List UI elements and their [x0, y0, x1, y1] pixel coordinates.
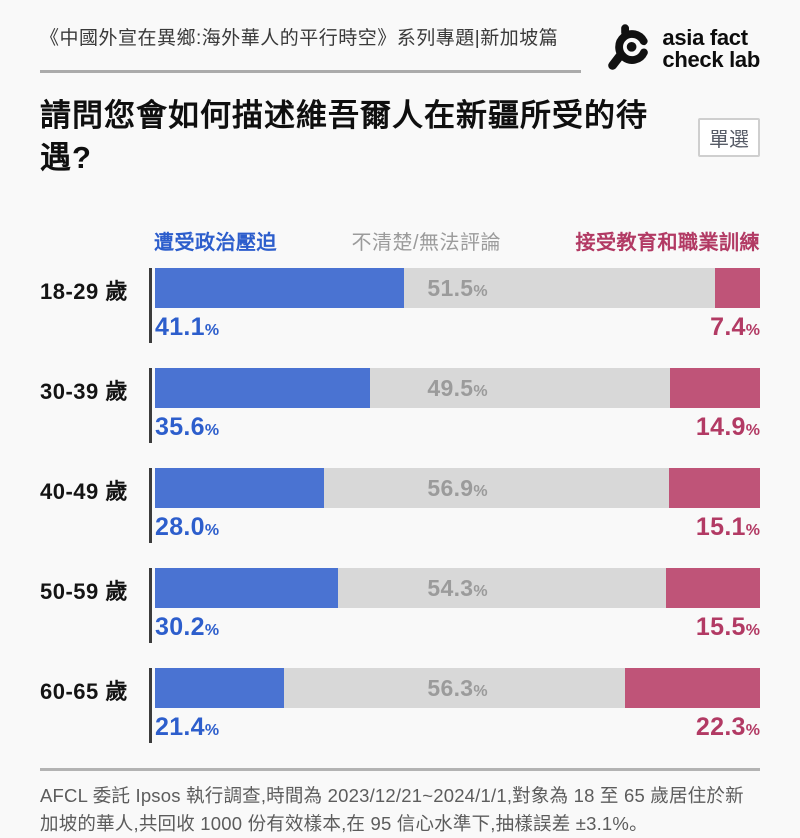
- brand-wordmark-line1: asia fact: [662, 24, 748, 50]
- header: 《中國外宣在異鄉:海外華人的平行時空》系列專題|新加坡篇 asia fact c…: [40, 23, 760, 75]
- education-segment: [625, 668, 760, 708]
- bar-values: 35.6% 14.9%: [155, 408, 760, 443]
- value-right: 15.5%: [695, 613, 760, 641]
- age-label: 18-29 歲: [40, 279, 128, 304]
- stacked-bar: 49.5%: [155, 368, 760, 408]
- oppression-segment: [155, 668, 285, 708]
- chart-row: 50-59 歲 54.3% 30.2% 15.5%: [40, 568, 760, 643]
- oppression-segment: [155, 568, 338, 608]
- brand-logo: asia fact check lab: [603, 23, 760, 75]
- oppression-segment: [155, 468, 325, 508]
- unclear-segment: [284, 668, 626, 708]
- question-row: 請問您會如何描述維吾爾人在新疆所受的待遇? 單選: [40, 95, 760, 179]
- bar-zone: 49.5% 35.6% 14.9%: [149, 368, 760, 443]
- value-right: 14.9%: [695, 413, 760, 441]
- legend-item-unclear: 不清楚/無法評論: [351, 232, 502, 254]
- bar-zone: 54.3% 30.2% 15.5%: [149, 568, 760, 643]
- chart-row: 30-39 歲 49.5% 35.6% 14.9%: [40, 368, 760, 443]
- age-label: 50-59 歲: [40, 579, 128, 604]
- value-left: 21.4%: [155, 713, 220, 741]
- brand-wordmark-line2: check lab: [662, 47, 760, 72]
- education-segment: [715, 268, 760, 308]
- header-divider: [40, 70, 582, 73]
- value-right: 7.4%: [710, 313, 760, 341]
- value-left: 30.2%: [155, 613, 220, 641]
- value-middle: 54.3%: [427, 575, 488, 601]
- stacked-bar: 56.3%: [155, 668, 760, 708]
- value-left: 28.0%: [155, 513, 220, 541]
- age-label: 30-39 歲: [40, 379, 128, 404]
- value-middle: 56.9%: [427, 475, 488, 501]
- value-middle: 51.5%: [427, 275, 488, 301]
- education-segment: [669, 368, 760, 408]
- series-title: 《中國外宣在異鄉:海外華人的平行時空》系列專題|新加坡篇: [40, 28, 559, 49]
- value-right: 22.3%: [695, 713, 760, 741]
- bar-zone: 56.9% 28.0% 15.1%: [149, 468, 760, 543]
- single-choice-badge: 單選: [698, 117, 760, 157]
- legend: 遭受政治壓迫 不清楚/無法評論 接受教育和職業訓練: [154, 231, 760, 255]
- value-left: 41.1%: [155, 313, 220, 341]
- age-label: 40-49 歲: [40, 479, 128, 504]
- bar-values: 28.0% 15.1%: [155, 508, 760, 543]
- age-label: 60-65 歲: [40, 679, 128, 704]
- footer-divider: [40, 768, 760, 771]
- unclear-segment: [324, 468, 669, 508]
- oppression-segment: [155, 368, 371, 408]
- value-middle: 49.5%: [427, 375, 488, 401]
- header-left: 《中國外宣在異鄉:海外華人的平行時空》系列專題|新加坡篇: [40, 26, 582, 73]
- unclear-segment: [403, 268, 716, 308]
- unclear-segment: [337, 568, 667, 608]
- bar-values: 41.1% 7.4%: [155, 308, 760, 343]
- stacked-bar: 54.3%: [155, 568, 760, 608]
- value-left: 35.6%: [155, 413, 220, 441]
- bar-zone: 56.3% 21.4% 22.3%: [149, 668, 760, 743]
- education-segment: [668, 468, 760, 508]
- bar-zone: 51.5% 41.1% 7.4%: [149, 268, 760, 343]
- legend-item-oppression: 遭受政治壓迫: [154, 232, 277, 254]
- source-note: AFCL 委託 Ipsos 執行調查,時間為 2023/12/21~2024/1…: [40, 785, 744, 834]
- bar-values: 21.4% 22.3%: [155, 708, 760, 743]
- unclear-segment: [370, 368, 670, 408]
- magnifier-logo-icon: [608, 24, 649, 70]
- chart-rows: 18-29 歲 51.5% 41.1% 7.4% 30-39 歲 49.5%: [40, 268, 760, 743]
- brand-wordmark: asia fact check lab: [662, 24, 760, 72]
- stacked-bar: 56.9%: [155, 468, 760, 508]
- bar-values: 30.2% 15.5%: [155, 608, 760, 643]
- value-middle: 56.3%: [427, 675, 488, 701]
- question-title: 請問您會如何描述維吾爾人在新疆所受的待遇?: [40, 98, 648, 175]
- oppression-segment: [155, 268, 404, 308]
- education-segment: [666, 568, 760, 608]
- chart-row: 60-65 歲 56.3% 21.4% 22.3%: [40, 668, 760, 743]
- chart-row: 18-29 歲 51.5% 41.1% 7.4%: [40, 268, 760, 343]
- value-right: 15.1%: [695, 513, 760, 541]
- chart-row: 40-49 歲 56.9% 28.0% 15.1%: [40, 468, 760, 543]
- footer: AFCL 委託 Ipsos 執行調查,時間為 2023/12/21~2024/1…: [40, 768, 760, 838]
- legend-item-education: 接受教育和職業訓練: [575, 232, 760, 254]
- stacked-bar: 51.5%: [155, 268, 760, 308]
